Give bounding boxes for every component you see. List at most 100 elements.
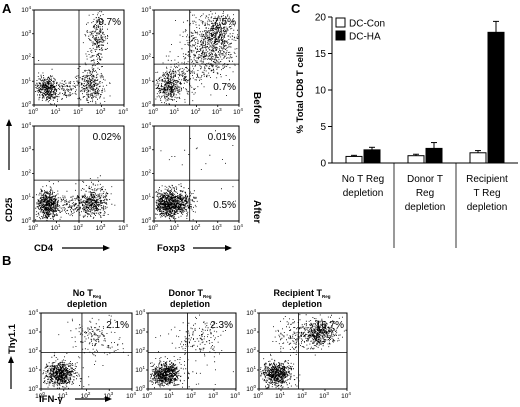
bar-dc-ha-2 <box>487 31 505 164</box>
row-label-after: After <box>251 200 262 223</box>
y-tick-label: 104 <box>246 308 256 317</box>
event-dots <box>149 314 234 389</box>
y-tick-label: 104 <box>135 308 145 317</box>
y-tick-label: 104 <box>21 5 31 14</box>
svg-text:depletion: depletion <box>67 299 107 309</box>
y-tick-label: 102 <box>28 346 38 355</box>
x-tick-label: 102 <box>191 107 201 116</box>
y-tick-label: 104 <box>141 5 151 14</box>
y-tick-label: 103 <box>28 327 38 336</box>
x-tick-label: 103 <box>96 107 106 116</box>
svg-text:Recipient TReg: Recipient TReg <box>273 288 330 299</box>
event-dots <box>260 314 347 389</box>
x-tick-label: 100 <box>142 391 152 400</box>
y-tick-label: 101 <box>21 192 31 201</box>
category-label: T Reg <box>473 188 500 199</box>
category-label: depletion <box>467 202 508 213</box>
x-tick-label: 100 <box>148 223 158 232</box>
quadrant-percent: 2.3% <box>210 320 233 331</box>
y-tick-label: 0 <box>320 159 326 170</box>
panel-label-c: C <box>291 1 301 16</box>
legend-swatch-dc-ha <box>335 30 346 41</box>
x-tick-label: 103 <box>103 391 113 400</box>
x-tick-label: 103 <box>96 223 106 232</box>
x-label-ifng: IFN-γ <box>39 394 63 405</box>
y-tick-label: 100 <box>21 100 31 109</box>
category-label: Donor T <box>407 174 443 185</box>
y-arrow-head-cd25 <box>6 119 12 126</box>
y-label-cd25: CD25 <box>4 197 15 222</box>
x-tick-label: 104 <box>233 223 243 232</box>
x-tick-label: 104 <box>118 223 128 232</box>
x-tick-label: 101 <box>58 391 68 400</box>
x-tick-label: 100 <box>253 391 263 400</box>
bar-dc-ha-1 <box>425 147 443 164</box>
bar-dc-con-2 <box>469 152 487 164</box>
y-tick-label: 103 <box>246 327 256 336</box>
bar-dc-con-0 <box>345 155 363 164</box>
quadrant-percent: 0.5% <box>213 200 236 211</box>
event-dots <box>35 11 111 105</box>
y-tick-label: 101 <box>141 76 151 85</box>
x-tick-label: 103 <box>212 107 222 116</box>
event-dots <box>155 130 236 221</box>
x-arrow-head-foxp3 <box>225 245 232 251</box>
x-label-cd4: CD4 <box>34 243 54 254</box>
x-tick-label: 101 <box>51 223 61 232</box>
row-label-before: Before <box>251 92 262 124</box>
y-tick-label: 101 <box>141 192 151 201</box>
event-dots <box>42 314 129 389</box>
x-tick-label: 100 <box>28 107 38 116</box>
y-tick-label: 10 <box>315 86 327 97</box>
panel-label-b: B <box>2 253 11 268</box>
x-tick-label: 104 <box>126 391 136 400</box>
x-tick-label: 100 <box>148 107 158 116</box>
svg-text:depletion: depletion <box>170 299 210 309</box>
y-tick-label: 103 <box>141 145 151 154</box>
svg-text:Donor TReg: Donor TReg <box>168 288 211 299</box>
x-tick-label: 104 <box>233 107 243 116</box>
y-tick-label: 100 <box>21 216 31 225</box>
quadrant-percent: 9.7% <box>98 17 121 28</box>
y-tick-label: 104 <box>21 121 31 130</box>
x-tick-label: 102 <box>73 107 83 116</box>
y-tick-label: 103 <box>21 145 31 154</box>
category-label: depletion <box>405 202 446 213</box>
bar-chart-c: 0 5 10 15 20 % Total CD8 T cells No T Reg deple… <box>295 13 518 248</box>
y-arrow-head-thy11 <box>8 356 14 363</box>
x-tick-label: 103 <box>208 391 218 400</box>
x-tick-label: 101 <box>169 107 179 116</box>
x-tick-label: 101 <box>51 107 61 116</box>
legend-label: DC-Con <box>349 19 385 30</box>
y-tick-label: 102 <box>135 346 145 355</box>
legend-label: DC-HA <box>349 32 381 43</box>
event-dots <box>35 175 116 221</box>
y-tick-label: 102 <box>141 169 151 178</box>
quadrant-percent: 0.7% <box>213 82 236 93</box>
quadrant-percent: 0.01% <box>208 132 236 143</box>
y-tick-label: 101 <box>135 365 145 374</box>
quadrant-percent: 0.02% <box>93 132 121 143</box>
y-tick-label: 101 <box>28 365 38 374</box>
y-tick-label: 102 <box>141 53 151 62</box>
y-tick-label: 102 <box>21 53 31 62</box>
x-tick-label: 104 <box>118 107 128 116</box>
y-tick-label: 20 <box>315 13 327 24</box>
y-tick-label: 100 <box>141 100 151 109</box>
x-tick-label: 101 <box>164 391 174 400</box>
y-tick-label: 104 <box>141 121 151 130</box>
x-tick-label: 104 <box>230 391 240 400</box>
y-tick-label: 100 <box>246 384 256 393</box>
x-label-foxp3: Foxp3 <box>157 243 185 254</box>
y-axis-label: % Total CD8 T cells <box>295 47 306 134</box>
bar-dc-ha-0 <box>363 149 381 164</box>
x-tick-label: 103 <box>212 223 222 232</box>
y-tick-label: 101 <box>21 76 31 85</box>
x-tick-label: 100 <box>35 391 45 400</box>
x-tick-label: 103 <box>319 391 329 400</box>
